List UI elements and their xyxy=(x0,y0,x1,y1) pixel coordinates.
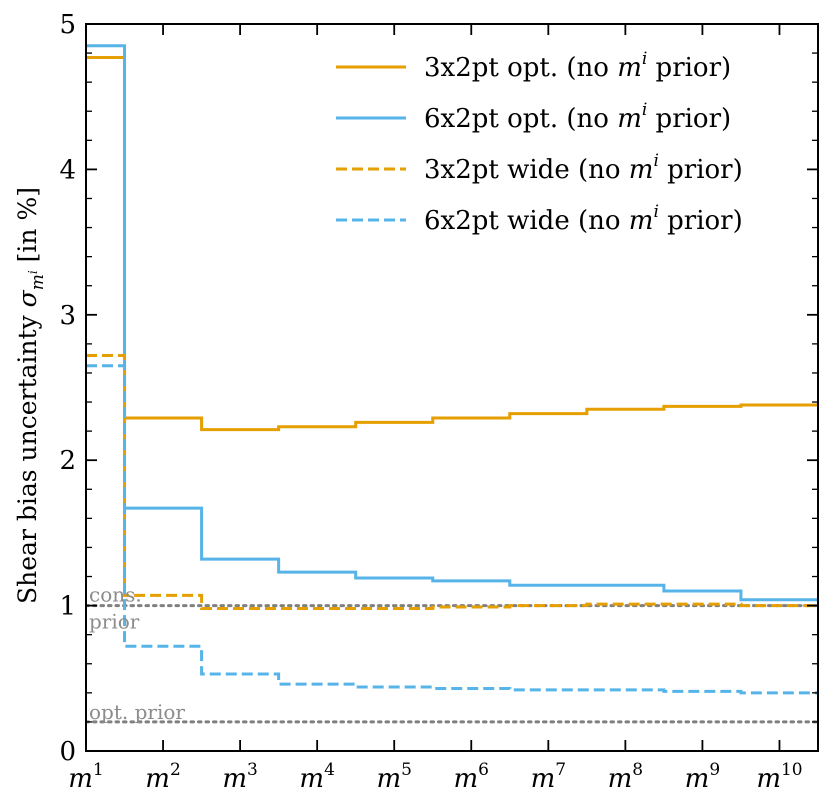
legend-item-4: 6x2pt wide (no mi prior) xyxy=(336,202,743,236)
y-tick-label: 1 xyxy=(59,592,76,622)
x-tick-label-sup: 1 xyxy=(93,760,104,780)
legend-item-2: 6x2pt opt. (no mi prior) xyxy=(336,100,731,134)
reference-labels: cons. prior opt. prior xyxy=(89,583,185,724)
legend-label: 3x2pt wide (no mi prior) xyxy=(424,151,743,185)
x-tick-label: m10 xyxy=(756,760,802,794)
x-tick-label: m8 xyxy=(608,760,643,794)
y-tick-label: 2 xyxy=(59,446,76,476)
series-line-4 xyxy=(86,364,818,695)
legend-label-suffix: prior) xyxy=(659,206,743,236)
x-tick-label: m4 xyxy=(299,760,334,794)
y-label-m: m xyxy=(28,274,48,290)
x-tick-label-base: m xyxy=(222,764,247,794)
legend-label-m: m xyxy=(617,53,642,83)
x-tick-label-base: m xyxy=(756,764,781,794)
x-tick-label-sup: 4 xyxy=(324,760,335,780)
x-tick-label: m9 xyxy=(685,760,720,794)
x-tick-label: m6 xyxy=(454,760,489,794)
x-tick-label-base: m xyxy=(68,764,93,794)
legend-label-i: i xyxy=(642,100,647,120)
y-tick-label: 3 xyxy=(59,301,76,331)
x-tick-label-sup: 8 xyxy=(632,760,643,780)
legend-label-m: m xyxy=(629,155,654,185)
x-tick-label-base: m xyxy=(608,764,633,794)
reference-lines xyxy=(86,604,818,724)
legend-label-prefix: 6x2pt opt. (no xyxy=(424,104,617,134)
series-line-2 xyxy=(86,44,818,602)
y-tick-label: 5 xyxy=(59,10,76,40)
legend-label-prefix: 3x2pt wide (no xyxy=(424,155,629,185)
legend-label: 6x2pt opt. (no mi prior) xyxy=(424,100,731,134)
legend-label-m: m xyxy=(629,206,654,236)
x-tick-label-base: m xyxy=(454,764,479,794)
legend-label-suffix: prior) xyxy=(647,104,731,134)
x-tick-label-sup: 6 xyxy=(478,760,489,780)
y-tick-label: 4 xyxy=(59,155,76,185)
reference-label: cons. xyxy=(89,583,142,607)
x-tick-label: m7 xyxy=(531,760,566,794)
x-tick-label: m3 xyxy=(222,760,257,794)
y-tick-label: 0 xyxy=(59,737,76,767)
legend-label-i: i xyxy=(653,151,658,171)
x-tick-label: m5 xyxy=(376,760,411,794)
legend-label-m: m xyxy=(617,104,642,134)
x-tick-label-sup: 2 xyxy=(170,760,181,780)
series-layer xyxy=(86,44,818,695)
x-tick-label-base: m xyxy=(531,764,556,794)
x-tick-label-base: m xyxy=(145,764,170,794)
x-tick-label-sup: 9 xyxy=(709,760,720,780)
legend: 3x2pt opt. (no mi prior)6x2pt opt. (no m… xyxy=(336,49,743,236)
x-tick-label-sup: 7 xyxy=(555,760,566,780)
y-axis-label: Shear bias uncertainty σmi [in %] xyxy=(13,187,48,604)
x-tick-label: m1 xyxy=(68,760,103,794)
legend-label: 3x2pt opt. (no mi prior) xyxy=(424,49,731,83)
y-label-sigma: σ xyxy=(13,289,42,307)
legend-item-1: 3x2pt opt. (no mi prior) xyxy=(336,49,731,83)
legend-label-suffix: prior) xyxy=(659,155,743,185)
legend-item-3: 3x2pt wide (no mi prior) xyxy=(336,151,743,185)
x-tick-label-base: m xyxy=(376,764,401,794)
reference-label: opt. prior xyxy=(89,700,185,724)
series-line-1 xyxy=(86,55,818,432)
legend-label: 6x2pt wide (no mi prior) xyxy=(424,202,743,236)
plot-frame xyxy=(85,23,819,752)
x-tick-label: m2 xyxy=(145,760,180,794)
legend-label-i: i xyxy=(642,49,647,69)
x-tick-label-sup: 3 xyxy=(247,760,258,780)
x-tick-label-base: m xyxy=(299,764,324,794)
series-line-3 xyxy=(86,354,818,611)
y-label-unit: [in %] xyxy=(13,187,42,270)
legend-label-prefix: 6x2pt wide (no xyxy=(424,206,629,236)
legend-label-suffix: prior) xyxy=(647,53,731,83)
y-label-i: i xyxy=(26,270,40,274)
y-label-text: Shear bias uncertainty xyxy=(13,307,42,604)
x-tick-label-sup: 10 xyxy=(781,760,803,780)
legend-label-prefix: 3x2pt opt. (no xyxy=(424,53,617,83)
reference-label: prior xyxy=(89,610,140,634)
x-tick-label-sup: 5 xyxy=(401,760,412,780)
x-tick-label-base: m xyxy=(685,764,710,794)
legend-label-i: i xyxy=(653,202,658,222)
